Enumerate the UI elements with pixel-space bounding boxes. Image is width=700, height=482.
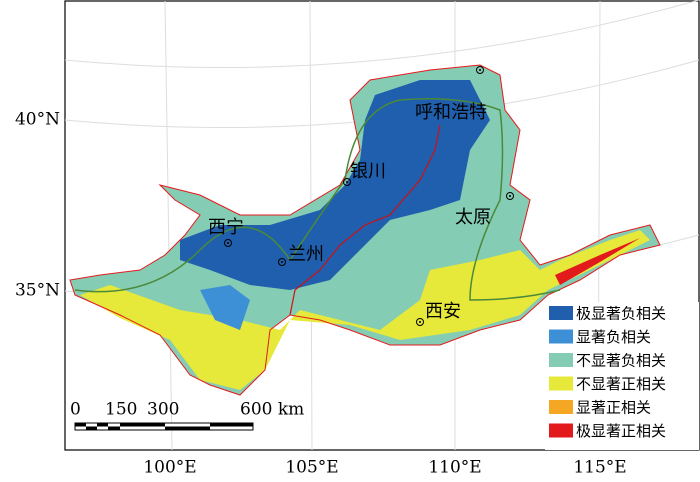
legend-label: 不显著正相关 bbox=[576, 375, 666, 393]
scale-bar-segment bbox=[97, 423, 108, 427]
city-marker bbox=[476, 66, 484, 74]
city-marker bbox=[278, 258, 286, 266]
city-marker bbox=[224, 239, 232, 247]
legend-label: 极显著负相关 bbox=[576, 305, 666, 323]
city-marker bbox=[416, 318, 424, 326]
scale-bar-label: 600 km bbox=[240, 400, 304, 420]
scale-bar-label: 150 bbox=[105, 400, 137, 420]
legend-swatch bbox=[549, 423, 573, 438]
longitude-label: 115°E bbox=[573, 458, 626, 478]
longitude-label: 105°E bbox=[285, 458, 338, 478]
city-label: 兰州 bbox=[288, 244, 324, 265]
latitude-label: 40°N bbox=[15, 110, 60, 130]
scale-bar-segment bbox=[108, 426, 120, 430]
legend-label: 显著正相关 bbox=[576, 399, 651, 417]
latitude-label: 35°N bbox=[15, 281, 60, 301]
region-fill bbox=[80, 230, 650, 390]
legend-swatch bbox=[549, 329, 573, 344]
city-marker bbox=[346, 181, 348, 183]
legend-swatch bbox=[549, 306, 573, 320]
longitude-label: 110°E bbox=[428, 458, 481, 478]
city-marker bbox=[343, 178, 351, 186]
region-fill bbox=[200, 285, 250, 330]
city-marker bbox=[509, 195, 511, 197]
region-fill bbox=[555, 238, 640, 285]
scale-bar-segment bbox=[86, 426, 97, 430]
city-marker bbox=[479, 69, 481, 71]
scale-bar-segment bbox=[120, 423, 165, 427]
longitude-label: 100°E bbox=[143, 458, 196, 478]
legend-label: 不显著负相关 bbox=[576, 352, 666, 370]
legend-swatch bbox=[549, 376, 573, 391]
boundary bbox=[289, 124, 441, 316]
legend-label: 极显著正相关 bbox=[576, 422, 666, 440]
city-marker bbox=[506, 192, 514, 200]
legend-swatch bbox=[549, 400, 573, 414]
basin-outline bbox=[69, 64, 661, 396]
river bbox=[74, 98, 561, 301]
basin-map bbox=[69, 64, 661, 396]
scale-bar-label: 0 bbox=[70, 400, 81, 420]
city-label: 太原 bbox=[455, 207, 491, 228]
scale-bar-segment bbox=[210, 423, 253, 427]
city-label: 西安 bbox=[425, 301, 461, 322]
city-label: 呼和浩特 bbox=[415, 102, 487, 123]
legend-swatch bbox=[549, 353, 573, 367]
scale-bar-segment bbox=[165, 426, 210, 430]
city-marker bbox=[419, 321, 421, 323]
region-fill bbox=[180, 80, 490, 290]
city-marker bbox=[227, 242, 229, 244]
city-label: 西宁 bbox=[208, 217, 244, 238]
legend-label: 显著负相关 bbox=[576, 328, 651, 346]
city-marker bbox=[281, 261, 283, 263]
city-label: 银川 bbox=[350, 161, 386, 182]
scale-bar-segment bbox=[75, 423, 86, 427]
scale-bar-label: 300 bbox=[147, 400, 179, 420]
